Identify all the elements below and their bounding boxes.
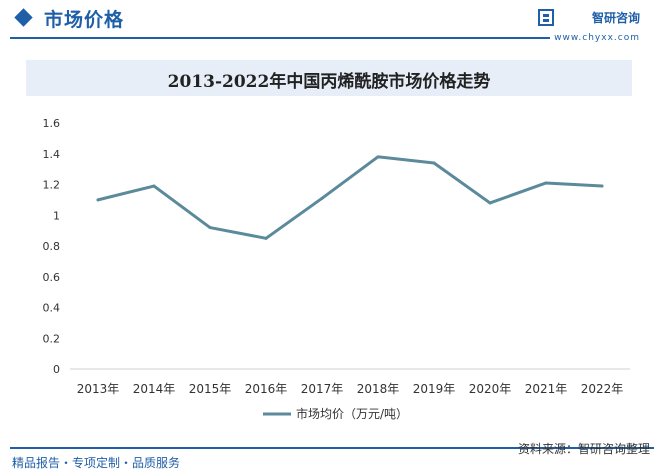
x-tick-label: 2015年 xyxy=(189,382,232,396)
chart-title: 2013-2022年中国丙烯酰胺市场价格走势 xyxy=(167,72,491,92)
y-tick-label: 1.6 xyxy=(43,117,61,130)
y-tick-label: 1.2 xyxy=(43,179,61,192)
legend-label: 市场均价（万元/吨） xyxy=(296,406,408,421)
line-chart: 0 0.2 0.4 0.6 0.8 1 1.2 1.4 1.6 2013年 2014年 2015年 20… xyxy=(43,117,630,421)
series-line xyxy=(96,155,604,240)
header-divider xyxy=(10,37,550,39)
data-point xyxy=(376,155,380,159)
y-tick-label: 0.6 xyxy=(43,271,61,284)
data-point xyxy=(600,184,604,188)
x-tick-label: 2018年 xyxy=(357,382,400,396)
x-tick-label: 2021年 xyxy=(525,382,568,396)
x-tick-label: 2019年 xyxy=(413,382,456,396)
chart-title-band: 2013-2022年中国丙烯酰胺市场价格走势 xyxy=(26,60,632,96)
data-point xyxy=(152,184,156,188)
x-tick-label: 2017年 xyxy=(301,382,344,396)
data-point xyxy=(208,226,212,230)
x-tick-label: 2016年 xyxy=(245,382,288,396)
footer-slogan: 精品报告・专项定制・品质服务 xyxy=(12,456,181,470)
source-note: 资料来源：智研咨询整理 xyxy=(517,442,650,456)
y-tick-label: 0.8 xyxy=(43,240,61,253)
section-title: 市场价格 xyxy=(44,9,125,31)
data-point xyxy=(432,161,436,165)
data-point xyxy=(96,198,100,202)
header: 市场价格 智研咨询 www.chyxx.com xyxy=(0,0,664,46)
y-tick-label: 0.2 xyxy=(43,332,61,345)
x-tick-label: 2020年 xyxy=(469,382,512,396)
brand-url: www.chyxx.com xyxy=(554,33,640,43)
x-tick-label: 2022年 xyxy=(581,382,624,396)
data-point xyxy=(488,201,492,205)
y-tick-label: 1 xyxy=(53,209,60,222)
footer-divider xyxy=(10,447,654,449)
y-tick-label: 0 xyxy=(53,363,60,376)
data-point xyxy=(320,196,324,200)
brand-name: 智研咨询 xyxy=(591,11,640,25)
x-tick-label: 2014年 xyxy=(133,382,176,396)
data-point xyxy=(264,236,268,240)
y-tick-label: 1.4 xyxy=(43,148,61,161)
brand-logo-icon xyxy=(538,9,554,26)
data-point xyxy=(544,181,548,185)
x-tick-label: 2013年 xyxy=(77,382,120,396)
y-tick-label: 0.4 xyxy=(43,302,61,315)
